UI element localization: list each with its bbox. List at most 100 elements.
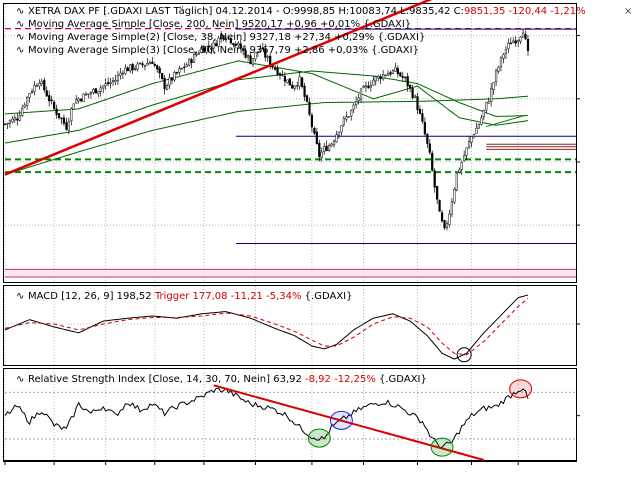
candle-body <box>296 85 299 87</box>
candle-body <box>60 117 63 120</box>
candle-body <box>482 110 485 118</box>
candle-body <box>48 95 51 102</box>
candle-body <box>249 55 252 65</box>
candle-body <box>121 72 124 75</box>
candle-body <box>146 62 149 66</box>
candle-body <box>487 101 490 104</box>
candle-body <box>283 75 287 82</box>
candle-body <box>215 43 218 47</box>
candle-body <box>298 76 301 87</box>
candle-body <box>50 99 53 102</box>
candle-body <box>212 42 215 49</box>
candle-body <box>359 88 363 100</box>
candle-body <box>102 85 105 89</box>
candle-body <box>224 38 228 41</box>
candle-body <box>362 86 365 88</box>
candle-body <box>3 123 7 125</box>
candle-body <box>99 87 102 92</box>
candle-body <box>200 47 203 53</box>
candle-body <box>119 72 122 76</box>
candle-body <box>308 101 311 115</box>
candle-body <box>227 37 230 39</box>
candle-body <box>161 73 164 80</box>
short-upline <box>486 114 526 128</box>
price-header-line: Moving Average Simple(2) [Close, 38, Nei… <box>28 32 425 43</box>
candle-body <box>477 124 480 129</box>
candle-body <box>278 73 282 76</box>
candle-body <box>492 82 495 90</box>
candle-body <box>438 199 441 212</box>
candle-body <box>382 74 385 80</box>
moving-average-line <box>4 95 529 176</box>
candle-body <box>57 113 61 118</box>
candle-body <box>475 127 478 134</box>
candle-body <box>448 213 451 225</box>
candle-body <box>335 134 338 143</box>
candle-body <box>185 64 188 67</box>
candle-body <box>431 152 434 171</box>
candle-body <box>369 84 372 88</box>
candle-body <box>507 42 510 49</box>
candle-body <box>399 72 402 77</box>
candle-body <box>323 146 326 152</box>
candle-body <box>347 116 350 118</box>
candle-body <box>463 155 466 162</box>
candle-body <box>222 35 225 40</box>
candle-body <box>514 40 517 44</box>
candle-body <box>254 52 257 60</box>
candle-body <box>494 70 498 82</box>
candle-body <box>43 80 46 91</box>
candle-body <box>45 90 48 97</box>
macd-header-suffix: {.GDAXI} <box>301 291 352 302</box>
candle-body <box>156 65 159 70</box>
price-trendline <box>4 0 433 176</box>
rsi-panel-border <box>3 368 577 461</box>
header-text: Moving Average Simple(2) [Close, 38, Nei… <box>28 32 425 43</box>
candle-body <box>460 161 463 170</box>
candle-body <box>288 78 291 86</box>
candle-body <box>70 108 73 122</box>
candle-body <box>264 48 267 58</box>
legend-line-icon: ∿ <box>16 374 24 385</box>
candle-body <box>234 43 237 46</box>
candle-body <box>94 88 97 94</box>
macd-header: MACD [12, 26, 9] 198,52 Trigger 177,08 -… <box>28 291 352 302</box>
candle-body <box>377 75 380 79</box>
rsi-header-suffix: {.GDAXI} <box>376 374 427 385</box>
candle-body <box>109 82 112 84</box>
candle-body <box>332 140 336 146</box>
candle-body <box>386 73 390 76</box>
legend-line-icon: ∿ <box>16 32 24 43</box>
candle-body <box>286 79 289 83</box>
candle-body <box>141 63 144 66</box>
candle-body <box>350 110 353 117</box>
legend-line-icon: ∿ <box>16 45 24 56</box>
candle-body <box>251 58 255 65</box>
macd-panel-border <box>3 285 577 366</box>
candle-body <box>210 48 213 50</box>
candle-body <box>490 88 493 102</box>
candle-body <box>445 223 449 228</box>
candle-body <box>246 55 250 58</box>
candle-body <box>355 101 358 105</box>
candle-body <box>126 67 129 72</box>
candle-body <box>504 49 508 54</box>
price-panel-border <box>3 3 577 283</box>
candle-body <box>158 67 161 74</box>
candle-body <box>72 103 75 110</box>
macd-marker-circle <box>456 347 472 363</box>
candle-body <box>134 68 137 70</box>
candle-body <box>409 84 412 89</box>
header-text: XETRA DAX PF [.GDAXI LAST Täglich] 04.12… <box>28 6 464 17</box>
candle-body <box>55 108 58 115</box>
candle-body <box>406 76 409 87</box>
candle-body <box>232 43 235 46</box>
close-icon[interactable]: × <box>624 6 632 17</box>
candle-body <box>261 47 264 50</box>
candle-body <box>111 80 115 82</box>
candle-body <box>244 50 247 58</box>
rsi-marker-circle <box>307 428 331 448</box>
candle-body <box>352 104 355 110</box>
price-header-line: Moving Average Simple [Close, 200, Nein]… <box>28 19 411 30</box>
candle-body <box>180 67 183 70</box>
